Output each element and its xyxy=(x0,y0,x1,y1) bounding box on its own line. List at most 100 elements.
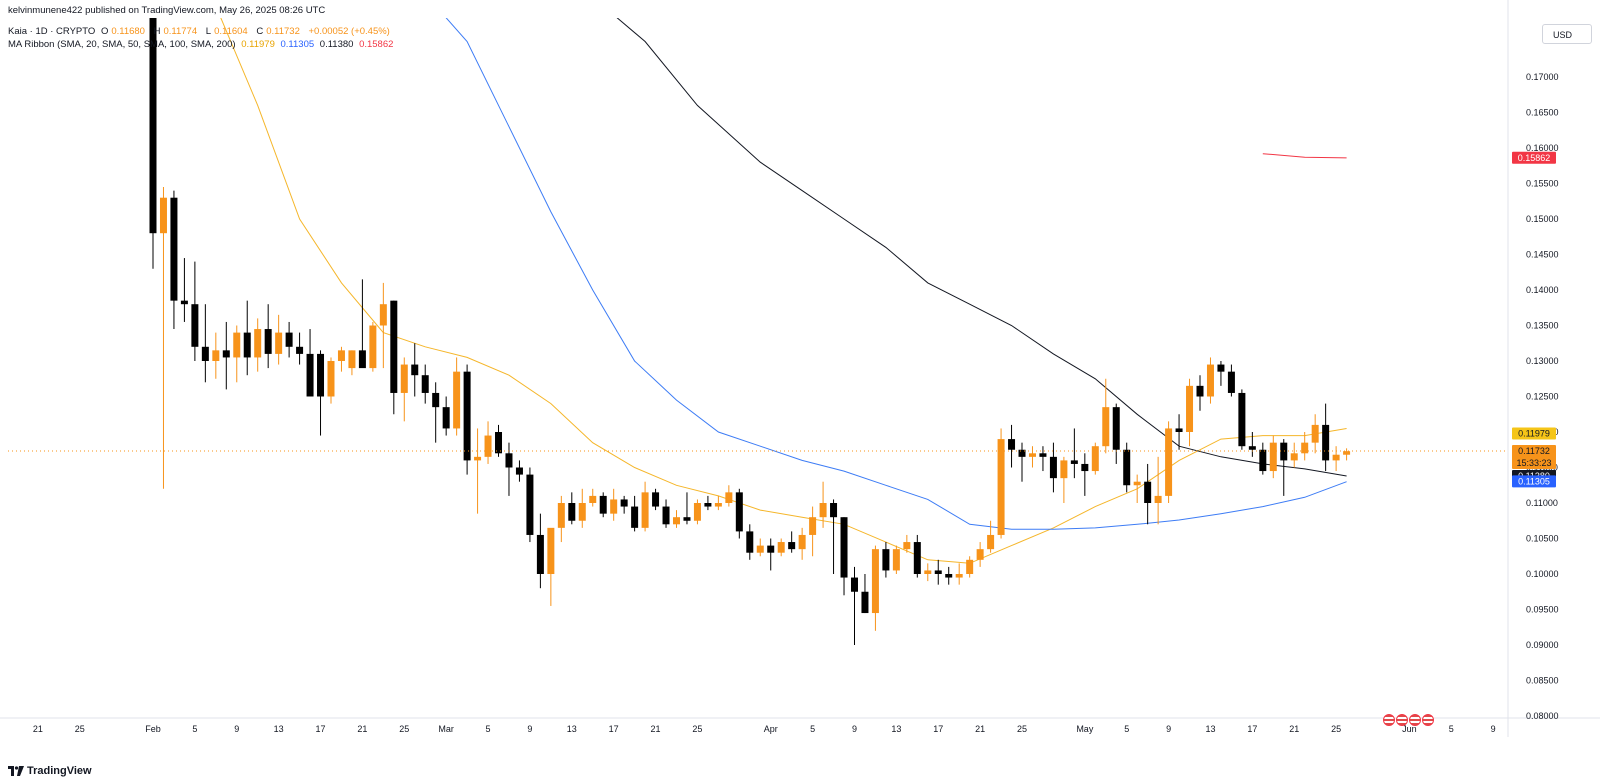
currency-label: USD xyxy=(1553,30,1573,40)
candle-body xyxy=(589,495,597,503)
candle-body xyxy=(1008,439,1016,450)
candle-body xyxy=(400,364,408,393)
time-tick-label: 25 xyxy=(692,724,702,734)
candle xyxy=(725,485,733,507)
candle xyxy=(463,364,471,475)
candle-body xyxy=(1091,446,1099,472)
time-tick-label: 17 xyxy=(933,724,943,734)
candle xyxy=(201,304,209,383)
candle xyxy=(578,488,586,528)
candle xyxy=(1091,442,1099,475)
candle-body xyxy=(693,503,701,521)
candle-body xyxy=(463,371,471,461)
tradingview-logo-icon xyxy=(8,766,24,776)
ohlc-legend: Kaia · 1D · CRYPTO O 0.11680 H 0.11774 L 0.… xyxy=(8,26,393,38)
candle-body xyxy=(871,549,879,614)
candle xyxy=(673,510,680,528)
price-tick-label: 0.09500 xyxy=(1526,605,1559,615)
candle-body xyxy=(1070,460,1078,464)
candle xyxy=(1039,446,1047,472)
us-flag-icon[interactable] xyxy=(1422,714,1434,726)
time-tick-label: 25 xyxy=(399,724,409,734)
price-badges: 0.158620.119790.1173215:33:230.113800.11… xyxy=(1512,151,1556,488)
candle-body xyxy=(714,503,722,507)
price-tick-label: 0.14500 xyxy=(1526,250,1559,260)
ma200-price-badge: 0.15862 xyxy=(1512,151,1556,164)
candle-body xyxy=(1175,428,1183,432)
price-tick-label: 0.16500 xyxy=(1526,108,1559,118)
candle xyxy=(840,517,848,596)
candle-body xyxy=(746,531,754,553)
candle-body xyxy=(966,559,974,574)
price-tick-label: 0.11000 xyxy=(1526,498,1558,508)
time-tick-label: 25 xyxy=(1017,724,1027,734)
candle xyxy=(1343,448,1351,461)
price-axis[interactable]: 0.17000 0.16500 0.16000 0.15500 0.15000 0.145… xyxy=(1526,72,1559,721)
tradingview-logo-text: TradingView xyxy=(27,765,92,777)
candle-body xyxy=(212,350,220,361)
candle-body xyxy=(358,350,366,369)
event-markers[interactable] xyxy=(1383,714,1435,726)
ma-ribbon-label[interactable]: MA Ribbon (SMA, 20, SMA, 50, SMA, 100, S… xyxy=(8,39,236,50)
symbol-label[interactable]: Kaia · 1D · CRYPTO xyxy=(8,26,96,37)
candle-body xyxy=(557,503,565,528)
candle-body xyxy=(955,574,963,578)
candle-body xyxy=(327,361,335,397)
candle-body xyxy=(1290,453,1298,461)
candle-body xyxy=(1248,446,1256,450)
us-flag-icon[interactable] xyxy=(1383,714,1395,726)
candle xyxy=(317,350,325,436)
price-tick-label: 0.10000 xyxy=(1526,569,1559,579)
ma200-price-badge-text: 0.15862 xyxy=(1518,153,1551,163)
time-tick-label: 21 xyxy=(975,724,985,734)
candle-body xyxy=(254,329,262,358)
candle-body xyxy=(442,407,450,429)
time-tick-label: Mar xyxy=(438,724,454,734)
candle-body xyxy=(809,517,817,535)
candle-body xyxy=(547,527,555,574)
candle-body xyxy=(683,517,691,521)
price-tick-label: 0.16000 xyxy=(1526,143,1559,153)
candle-body xyxy=(275,332,283,354)
candle xyxy=(830,499,838,574)
candle-body xyxy=(1227,371,1235,393)
candle xyxy=(924,563,932,582)
time-tick-label: 5 xyxy=(1124,724,1129,734)
candle xyxy=(557,495,565,543)
current-price-badge-text: 0.11732 xyxy=(1518,446,1550,456)
time-axis[interactable]: 21 25 Feb 5 9 13 17 21 25 Mar 5 9 13 17 21 25 Apr 5 9 13 17 2… xyxy=(33,724,1496,734)
candle xyxy=(327,357,335,404)
publisher-text: kelvinmunene422 published on TradingView… xyxy=(8,5,326,16)
tradingview-logo[interactable]: TradingView xyxy=(8,764,92,778)
time-tick-label: 13 xyxy=(1205,724,1215,734)
candle xyxy=(453,357,461,436)
candle-body xyxy=(652,492,660,507)
candle-body xyxy=(756,545,764,553)
price-tick-label: 0.10500 xyxy=(1526,534,1559,544)
ma50-price-badge-text: 0.11305 xyxy=(1518,476,1550,486)
candle-body xyxy=(337,350,345,361)
time-tick-label: May xyxy=(1076,724,1094,734)
candle xyxy=(1280,439,1288,496)
us-flag-icon[interactable] xyxy=(1409,714,1421,726)
candle xyxy=(254,318,262,372)
candle xyxy=(683,492,691,525)
candle-body xyxy=(788,542,796,550)
candle-body xyxy=(1154,495,1162,503)
candle xyxy=(212,332,220,379)
us-flag-icon[interactable] xyxy=(1396,714,1408,726)
currency-selector[interactable]: USD xyxy=(1542,24,1592,44)
candle-body xyxy=(505,453,513,468)
candle-body xyxy=(149,18,157,234)
time-tick-label: Apr xyxy=(764,724,778,734)
candle xyxy=(1269,435,1277,479)
candle-body xyxy=(882,549,890,571)
candle-body xyxy=(903,542,911,550)
price-tick-label: 0.13500 xyxy=(1526,321,1559,331)
candle-body xyxy=(526,474,534,535)
low-key: L xyxy=(205,26,212,37)
candle xyxy=(913,534,921,578)
candle xyxy=(306,329,314,397)
time-tick-label: Jun xyxy=(1402,724,1417,734)
